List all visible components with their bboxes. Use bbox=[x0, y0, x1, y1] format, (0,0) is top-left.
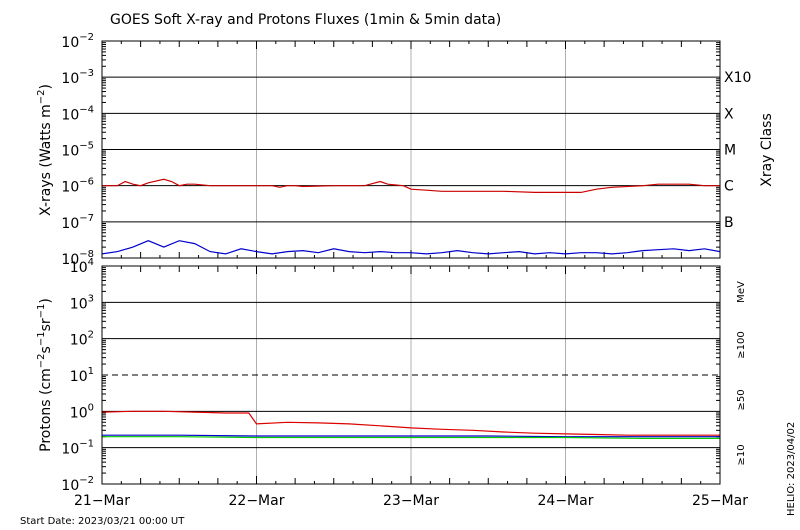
y-tick-label: 10−2 bbox=[61, 475, 94, 494]
y-tick-label: 10−3 bbox=[61, 68, 94, 87]
xray-class-axis-label: Xray Class bbox=[759, 113, 775, 187]
y-tick-label: 10−2 bbox=[61, 32, 94, 51]
plot-frame bbox=[101, 40, 721, 259]
energy-label: ≥100 bbox=[736, 331, 747, 358]
y-tick-label: 10−1 bbox=[61, 439, 94, 458]
energy-label: ≥50 bbox=[736, 389, 747, 410]
xray-class-label: B bbox=[724, 215, 734, 231]
series-line bbox=[102, 178, 720, 193]
series-line bbox=[101, 240, 721, 255]
y-tick-label: 10−6 bbox=[61, 177, 94, 196]
plot-frame bbox=[101, 265, 721, 485]
x-tick-label: 25−Mar bbox=[692, 493, 748, 509]
x-tick-label: 23−Mar bbox=[383, 493, 439, 509]
proton-y-axis-label: Protons (cm−2s−1sr−1) bbox=[36, 298, 54, 452]
energy-label: ≥10 bbox=[736, 444, 747, 465]
xray-class-label: C bbox=[724, 179, 734, 195]
x-tick-label: 24−Mar bbox=[538, 493, 594, 509]
proton-panel: 10−2 10−1 100 101 102 103 104 Protons (cm−2s−1s… bbox=[36, 257, 748, 509]
y-tick-label: 10−8 bbox=[61, 249, 94, 268]
y-tick-label: 10−7 bbox=[61, 213, 94, 232]
xray-y-axis-label: X-rays (Watts m−2) bbox=[36, 84, 54, 216]
y-tick-label: 102 bbox=[70, 330, 94, 349]
y-tick-label: 103 bbox=[70, 293, 94, 312]
energy-label: MeV bbox=[736, 281, 747, 303]
series-line bbox=[101, 410, 720, 436]
y-tick-label: 10−5 bbox=[61, 141, 94, 160]
chart-title: GOES Soft X-ray and Protons Fluxes (1min… bbox=[110, 12, 501, 28]
series-line bbox=[102, 434, 720, 438]
x-tick-label: 21−Mar bbox=[74, 493, 130, 509]
xray-class-label: M bbox=[724, 143, 736, 159]
xray-panel: 10−8 10−7 10−6 10−5 10−4 10−3 10−2 B C M X X10 Xray … bbox=[36, 32, 775, 268]
y-tick-label: 104 bbox=[70, 257, 94, 276]
xray-class-label: X10 bbox=[724, 70, 751, 86]
y-tick-label: 10−4 bbox=[61, 104, 94, 123]
y-tick-label: 101 bbox=[70, 366, 94, 385]
y-tick-label: 100 bbox=[70, 402, 94, 421]
series-line bbox=[102, 436, 720, 439]
x-tick-label: 22−Mar bbox=[229, 493, 285, 509]
credit-label: HELIO: 2023/04/02 bbox=[786, 422, 797, 516]
start-date-label: Start Date: 2023/03/21 00:00 UT bbox=[20, 516, 185, 527]
xray-class-label: X bbox=[724, 106, 734, 122]
